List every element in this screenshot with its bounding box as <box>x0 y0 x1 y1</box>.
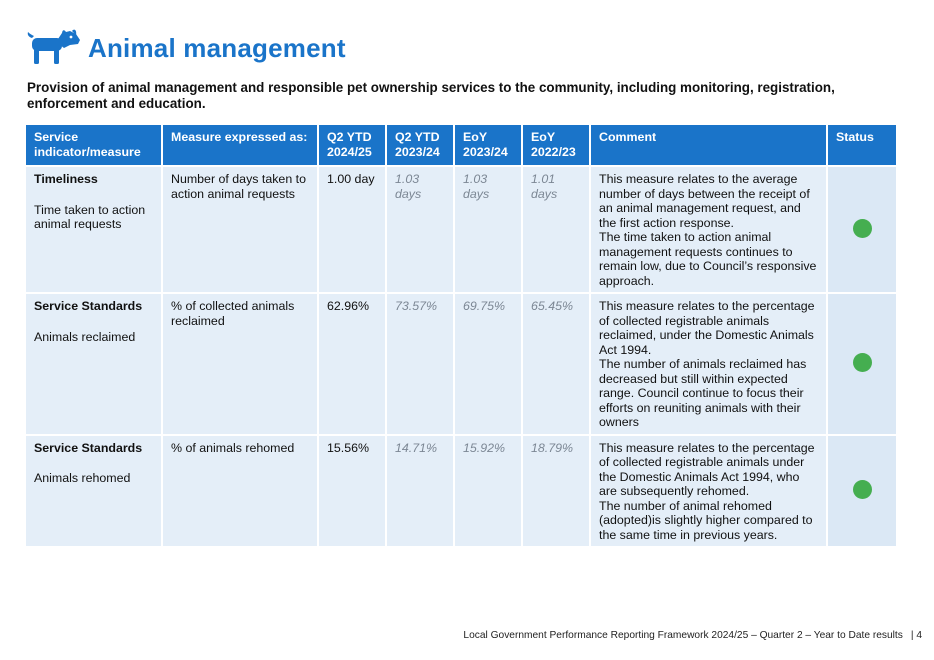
col-header-indicator: Service indicator/measure <box>26 125 161 165</box>
status-cell <box>828 435 896 546</box>
comment-analysis: The number of animals reclaimed has decr… <box>599 357 807 429</box>
col-header-eoy-2324: EoY 2023/24 <box>455 125 521 165</box>
table-header-row: Service indicator/measure Measure expres… <box>26 125 896 165</box>
col-header-q2-2324: Q2 YTD 2023/24 <box>387 125 453 165</box>
comment-description: This measure relates to the percentage o… <box>599 299 815 357</box>
indicator-cell: Timeliness Time taken to action animal r… <box>26 167 161 292</box>
value-eoy-2223: 1.01 days <box>523 167 589 292</box>
indicator-cell: Service Standards Animals rehomed <box>26 435 161 546</box>
comment-analysis: The number of animal rehomed (adopted)is… <box>599 498 813 542</box>
table-row: Service Standards Animals reclaimed % of… <box>26 294 896 434</box>
page-header: Animal management <box>26 28 346 68</box>
status-cell <box>828 167 896 292</box>
col-header-comment: Comment <box>591 125 826 165</box>
value-eoy-2223: 65.45% <box>523 294 589 434</box>
indicator-title: Timeliness <box>34 172 98 186</box>
col-header-measure: Measure expressed as: <box>163 125 317 165</box>
value-eoy-2223: 18.79% <box>523 435 589 546</box>
comment-cell: This measure relates to the percentage o… <box>591 294 826 434</box>
value-q2-2324: 73.57% <box>387 294 453 434</box>
indicator-cell: Service Standards Animals reclaimed <box>26 294 161 434</box>
footer-text: Local Government Performance Reporting F… <box>463 630 903 641</box>
value-eoy-2324: 1.03 days <box>455 167 521 292</box>
comment-cell: This measure relates to the percentage o… <box>591 435 826 546</box>
indicator-title: Service Standards <box>34 440 143 455</box>
indicator-table: Service indicator/measure Measure expres… <box>24 123 898 548</box>
status-indicator-icon <box>852 480 872 499</box>
col-header-q2-2425: Q2 YTD 2024/25 <box>319 125 385 165</box>
comment-analysis: The time taken to action animal manageme… <box>599 230 817 288</box>
measure-cell: % of animals rehomed <box>163 435 317 546</box>
comment-cell: This measure relates to the average numb… <box>591 167 826 292</box>
table-row: Service Standards Animals rehomed % of a… <box>26 435 896 546</box>
comment-description: This measure relates to the percentage o… <box>599 440 815 499</box>
status-cell <box>828 294 896 434</box>
indicator-subtitle: Animals rehomed <box>34 471 131 485</box>
dog-icon <box>27 29 80 64</box>
status-indicator-icon <box>852 353 872 372</box>
measure-cell: % of collected animals reclaimed <box>163 294 317 434</box>
col-header-eoy-2223: EoY 2022/23 <box>523 125 589 165</box>
table-row: Timeliness Time taken to action animal r… <box>26 167 896 292</box>
indicator-subtitle: Animals reclaimed <box>34 329 136 344</box>
value-eoy-2324: 15.92% <box>455 435 521 546</box>
value-q2-2425: 62.96% <box>319 294 385 434</box>
page-footer: Local Government Performance Reporting F… <box>463 630 922 641</box>
indicator-subtitle: Time taken to action animal requests <box>34 202 146 232</box>
value-eoy-2324: 69.75% <box>455 294 521 434</box>
value-q2-2425: 15.56% <box>319 435 385 546</box>
comment-description: This measure relates to the average numb… <box>599 172 810 230</box>
value-q2-2324: 1.03 days <box>387 167 453 292</box>
page-number: | 4 <box>910 630 922 641</box>
value-q2-2425: 1.00 day <box>319 167 385 292</box>
value-q2-2324: 14.71% <box>387 435 453 546</box>
intro-text: Provision of animal management and respo… <box>27 80 835 111</box>
status-indicator-icon <box>852 218 872 238</box>
col-header-status: Status <box>828 125 896 165</box>
indicator-title: Service Standards <box>34 299 143 313</box>
measure-cell: Number of days taken to action animal re… <box>163 167 317 292</box>
page-title: Animal management <box>88 32 346 63</box>
